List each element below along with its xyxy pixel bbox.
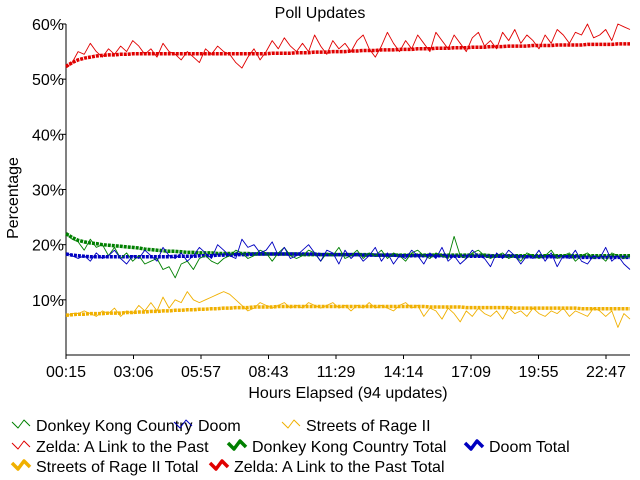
y-tick-label: 50% [32,72,64,89]
legend-label-donkey-kong-country: Donkey Kong Country [36,418,193,435]
x-tick-label: 00:15 [46,364,86,381]
y-tick-label: 10% [32,293,64,310]
series-line-streets-of-rage-ii-total [65,304,630,318]
x-tick-label: 14:14 [383,364,423,381]
x-tick-label: 03:06 [113,364,153,381]
legend-swatch-zelda-a-link-to-the-past [11,440,31,450]
legend-swatch-doom [173,419,193,429]
legend-label-zelda-a-link-to-the-past: Zelda: A Link to the Past [36,439,209,456]
y-tick-label: 40% [32,127,64,144]
x-tick-label: 05:57 [181,364,221,381]
legend-label-doom-total: Doom Total [489,439,570,456]
legend: Donkey Kong Country Doom Streets of Rage I… [10,418,570,476]
x-ticks: 00:15 03:06 05:57 08:43 11:29 14:14 17:09 19:55… [46,355,626,381]
legend-swatch-streets-of-rage-ii-total [10,459,32,471]
series-line-donkey-kong-country [65,233,631,279]
legend-swatch-donkey-kong-country-total [226,439,248,451]
y-ticks: 10% 20% 30% 40% 50% 60% [32,17,66,310]
legend-swatch-zelda-a-link-to-the-past-total [208,459,230,471]
y-tick-label: 30% [32,183,64,200]
y-tick-label: 20% [32,238,64,255]
chart-title: Poll Updates [275,5,366,22]
legend-swatch-donkey-kong-country [11,419,31,429]
legend-label-donkey-kong-country-total: Donkey Kong Country Total [252,439,446,456]
x-tick-label: 19:55 [518,364,558,381]
legend-swatch-streets-of-rage-ii [281,419,301,429]
x-tick-label: 22:47 [586,364,626,381]
x-axis-label: Hours Elapsed (94 updates) [248,385,447,402]
series-line-zelda-a-link-to-the-past [65,23,631,69]
legend-swatch-doom-total [463,439,485,451]
x-tick-label: 17:09 [451,364,491,381]
series-layer [65,23,631,328]
series-line-streets-of-rage-ii [65,291,631,328]
legend-label-streets-of-rage-ii: Streets of Rage II [306,418,431,435]
series-line-zelda-a-link-to-the-past-total [65,42,630,68]
series-line-donkey-kong-country-total [65,232,630,258]
y-tick-label: 60% [32,17,64,34]
y-axis-label: Percentage [5,157,22,239]
legend-label-doom: Doom [198,418,241,435]
x-tick-label: 08:43 [248,364,288,381]
x-tick-label: 11:29 [317,364,356,381]
legend-label-streets-of-rage-ii-total: Streets of Rage II Total [36,459,198,476]
legend-label-zelda-a-link-to-the-past-total: Zelda: A Link to the Past Total [234,459,445,476]
series-line-doom [65,238,631,270]
